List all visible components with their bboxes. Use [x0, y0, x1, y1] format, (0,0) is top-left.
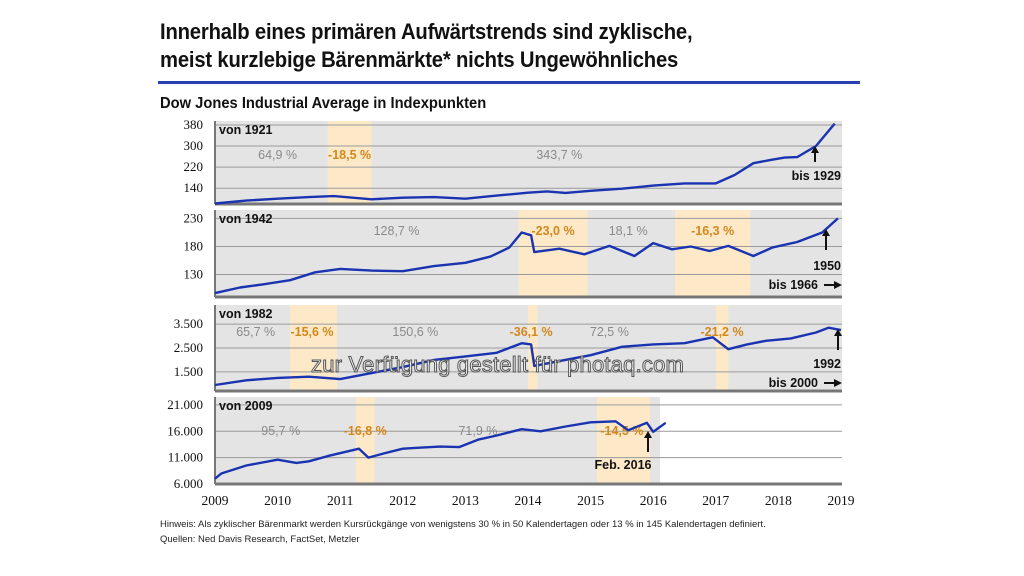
bear-phase-label: -15,6 %	[290, 325, 333, 339]
y-tick-label: 300	[184, 138, 204, 153]
panel-start-label: von 2009	[219, 399, 273, 413]
panel-0: 380 300 220 140 von 1921 64,9 % -18,5 % 343,7 %	[184, 117, 842, 206]
bull-phase-label: 72,5 %	[590, 325, 629, 339]
bull-phase-label: 64,9 %	[258, 148, 297, 162]
x-tick-label: 2009	[202, 493, 229, 508]
panel-background	[215, 397, 660, 484]
bear-market-band	[327, 121, 372, 204]
bear-phase-label: -16,8 %	[344, 424, 387, 438]
sources: Quellen: Ned Davis Research, FactSet, Me…	[160, 534, 360, 545]
panel-3: 21.000 16.000 11.000 6.000 von 2009 95,7 % -16…	[167, 397, 842, 491]
x-tick-label: 2017	[702, 493, 729, 508]
y-tick-label: 1.500	[174, 364, 203, 379]
bear-phase-label: -16,3 %	[691, 224, 734, 238]
up-arrow-icon	[834, 329, 842, 336]
bull-phase-label: 71,9 %	[458, 424, 497, 438]
y-tick-label: 21.000	[167, 397, 203, 412]
y-tick-label: 220	[184, 159, 204, 174]
index-line	[214, 217, 839, 295]
panel-start-label: von 1921	[219, 123, 273, 137]
panel-start-label: von 1982	[219, 307, 273, 321]
bull-phase-label: 65,7 %	[236, 325, 275, 339]
bear-phase-label: -21,2 %	[701, 325, 744, 339]
right-arrow-icon	[834, 379, 842, 387]
index-line	[214, 122, 836, 205]
y-tick-label: 3.500	[174, 316, 203, 331]
title-rule	[158, 81, 860, 84]
bear-phase-label: -36,1 %	[510, 325, 553, 339]
bear-phase-label: -18,5 %	[328, 148, 371, 162]
bull-phase-label: 128,7 %	[374, 224, 420, 238]
up-arrow-icon	[644, 431, 652, 438]
y-tick-label: 130	[184, 267, 204, 282]
end-label-1950: 1950	[813, 259, 841, 273]
y-tick-label: 11.000	[168, 450, 203, 465]
y-tick-label: 2.500	[174, 340, 203, 355]
bull-phase-label: 18,1 %	[609, 224, 648, 238]
watermark: zur Verfügung gestellt für photaq.com	[310, 352, 685, 378]
up-arrow-icon	[811, 146, 819, 153]
bear-market-band	[675, 210, 751, 297]
x-tick-label: 2012	[389, 493, 416, 508]
y-tick-label: 140	[184, 180, 204, 195]
chart-title-line2: meist kurzlebige Bärenmärkte* nichts Ung…	[160, 47, 679, 72]
chart-title-line1: Innerhalb eines primären Aufwärtstrends …	[160, 19, 693, 44]
panel-background	[215, 121, 842, 204]
chart-subtitle: Dow Jones Industrial Average in Indexpun…	[160, 95, 487, 112]
bull-phase-label: 343,7 %	[536, 148, 582, 162]
bear-market-band	[596, 397, 651, 484]
x-tick-label: 2011	[327, 493, 354, 508]
end-label-feb-2016: Feb. 2016	[595, 458, 652, 472]
bull-phase-label: 150,6 %	[392, 325, 438, 339]
footnote: Hinweis: Als zyklischer Bärenmarkt werde…	[160, 519, 766, 530]
y-tick-label: 180	[184, 238, 204, 253]
bear-market-band	[355, 397, 375, 484]
x-tick-label: 2013	[452, 493, 479, 508]
x-tick-label: 2014	[515, 493, 542, 508]
up-arrow-icon	[822, 229, 830, 236]
chart-title: Innerhalb eines primären Aufwärtstrends …	[160, 18, 693, 74]
y-tick-label: 6.000	[174, 476, 203, 491]
x-tick-label: 2010	[264, 493, 291, 508]
y-tick-label: 16.000	[167, 423, 203, 438]
x-tick-label: 2015	[577, 493, 604, 508]
panel-2: 3.500 2.500 1.500 von 1982 65,7 % -15,6 % 150,…	[174, 305, 842, 393]
end-label-1929: bis 1929	[792, 169, 841, 183]
y-tick-label: 380	[184, 117, 204, 132]
end-label-1992: 1992	[813, 357, 841, 371]
end-label-2000: bis 2000	[769, 376, 818, 390]
bull-phase-label: 95,7 %	[261, 424, 300, 438]
x-tick-label: 2018	[765, 493, 792, 508]
panel-1: 230 180 130 von 1942 128,7 % -23,0 % 18,1 % -16…	[184, 210, 842, 299]
bear-phase-label: -23,0 %	[531, 224, 574, 238]
index-line	[214, 420, 667, 480]
right-arrow-icon	[834, 281, 842, 289]
x-tick-label: 2016	[640, 493, 667, 508]
panel-start-label: von 1942	[219, 212, 273, 226]
x-tick-label: 2019	[828, 493, 855, 508]
index-line	[214, 326, 842, 387]
end-label-1966: bis 1966	[769, 278, 818, 292]
y-tick-label: 230	[184, 210, 204, 225]
